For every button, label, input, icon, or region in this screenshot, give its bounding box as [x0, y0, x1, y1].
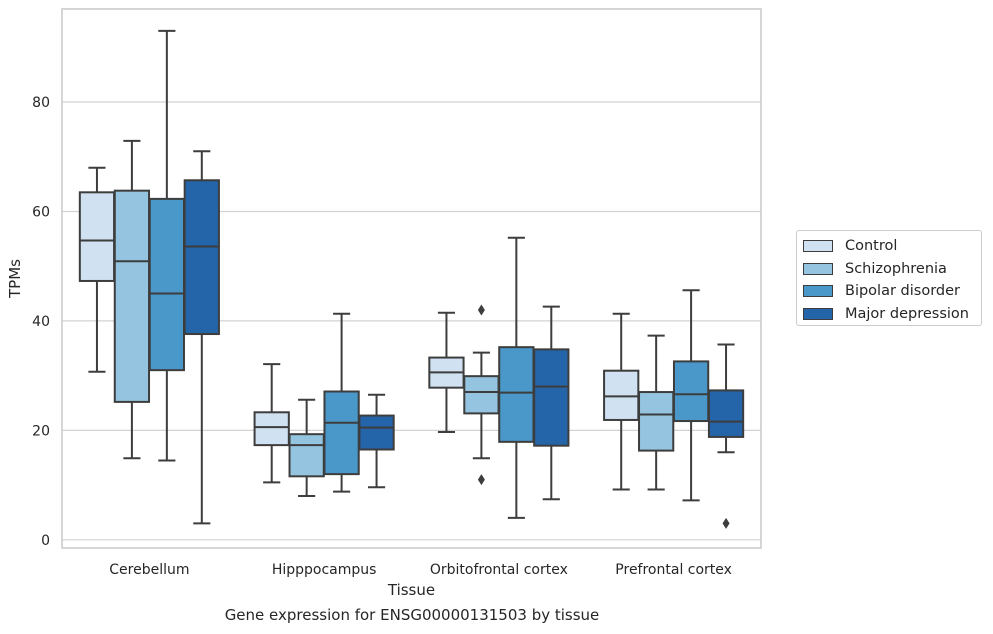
plot-frame: [61, 8, 762, 549]
legend-swatch: [803, 285, 833, 298]
legend-item-1: Schizophrenia: [803, 258, 981, 281]
box-3-1: [638, 334, 675, 491]
box-3-0: [603, 312, 640, 491]
chart-caption: Gene expression for ENSG00000131503 by t…: [224, 606, 600, 624]
box-1-0: [253, 363, 290, 484]
tick-labels: 0 20 40 60 80 Cerebellum Hipppocampus Orbitofro…: [32, 95, 732, 578]
legend-swatch: [803, 307, 833, 320]
legend-swatch: [803, 240, 833, 253]
box-body: [672, 360, 710, 423]
box-body: [78, 191, 116, 282]
box-body: [253, 411, 290, 447]
box-body: [323, 390, 360, 476]
box-0-0: [78, 166, 116, 373]
box-0-1: [113, 139, 151, 460]
legend-item-0: Control: [803, 235, 981, 258]
x-tick-label-3: Prefrontal cortex: [615, 562, 732, 578]
box-2-1: [463, 304, 500, 486]
y-axis-label: TPMs: [6, 259, 24, 299]
box-body: [148, 197, 185, 372]
legend-swatch: [803, 262, 833, 275]
legend-label: Bipolar disorder: [845, 283, 960, 300]
y-tick-label-40: 40: [32, 314, 50, 330]
box-2-0: [428, 311, 465, 433]
box-body: [358, 414, 395, 451]
box-3-2: [672, 289, 710, 502]
x-tick-label-2: Orbitofrontal cortex: [430, 562, 568, 578]
y-tick-label-60: 60: [32, 204, 50, 220]
box-body: [498, 346, 535, 443]
box-body: [533, 348, 570, 447]
legend-label: Major depression: [845, 305, 969, 322]
outlier-point-0: [722, 517, 730, 529]
legend-item-2: Bipolar disorder: [803, 280, 981, 303]
y-tick-label-80: 80: [32, 95, 50, 111]
legend-item-3: Major depression: [803, 303, 981, 326]
box-body: [288, 433, 325, 478]
box-body: [113, 189, 151, 403]
box-body: [183, 179, 220, 336]
box-3-3: [707, 343, 745, 529]
box-0-3: [183, 150, 220, 525]
legend: Control Schizophrenia Bipolar disorder Majo…: [796, 230, 982, 326]
box-body: [463, 375, 500, 415]
box-0-2: [148, 29, 185, 462]
y-tick-label-20: 20: [32, 423, 50, 439]
legend-label: Schizophrenia: [845, 260, 947, 277]
x-tick-label-0: Cerebellum: [109, 562, 189, 578]
box-1-1: [288, 398, 325, 498]
outlier-point-0: [477, 304, 485, 316]
outlier-point-1: [477, 474, 485, 486]
box-body: [603, 369, 640, 421]
box-1-3: [358, 393, 395, 489]
legend-label: Control: [845, 238, 898, 255]
box-body: [638, 391, 675, 452]
boxes: [78, 29, 745, 529]
y-tick-label-0: 0: [41, 533, 50, 549]
box-2-3: [533, 305, 570, 501]
box-1-2: [323, 312, 360, 493]
x-axis-label: Tissue: [387, 581, 435, 599]
box-body: [707, 389, 745, 438]
x-tick-label-1: Hipppocampus: [272, 562, 377, 578]
box-2-2: [498, 236, 535, 519]
